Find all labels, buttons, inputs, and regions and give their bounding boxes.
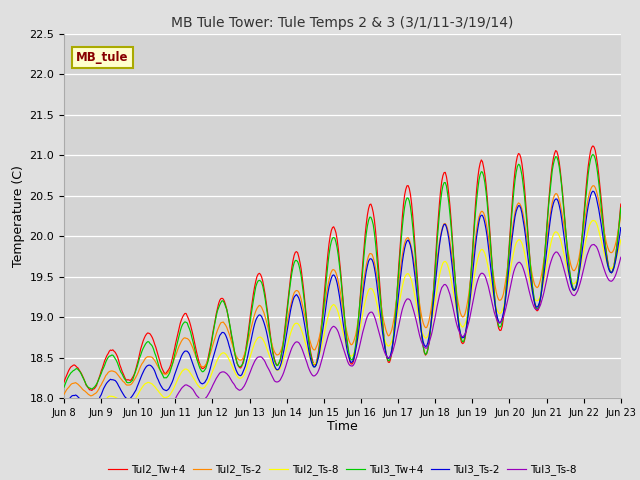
Tul2_Ts-8 <box>469 280 477 286</box>
Tul2_Ts-2 <box>373 271 381 277</box>
Tul2_Tw+4 <box>470 217 478 223</box>
Tul3_Tw+4 <box>234 363 242 369</box>
Title: MB Tule Tower: Tule Temps 2 & 3 (3/1/11-3/19/14): MB Tule Tower: Tule Temps 2 & 3 (3/1/11-… <box>172 16 513 30</box>
Tul2_Ts-2 <box>399 245 407 251</box>
Tul3_Tw+4 <box>88 386 96 392</box>
Tul3_Ts-8 <box>60 432 68 438</box>
Tul2_Tw+4 <box>589 143 596 149</box>
Tul3_Tw+4 <box>470 224 478 230</box>
Tul3_Ts-8 <box>590 241 598 247</box>
Line: Tul3_Ts-2: Tul3_Ts-2 <box>64 191 621 409</box>
Tul2_Tw+4 <box>567 277 575 283</box>
Tul3_Ts-2 <box>234 372 242 377</box>
Tul3_Ts-2 <box>567 280 575 286</box>
Line: Tul3_Tw+4: Tul3_Tw+4 <box>64 155 621 389</box>
Y-axis label: Temperature (C): Temperature (C) <box>12 165 25 267</box>
Tul2_Tw+4 <box>296 260 304 265</box>
Line: Tul2_Ts-8: Tul2_Ts-8 <box>64 220 621 418</box>
Tul2_Ts-2 <box>589 183 596 189</box>
Tul2_Ts-8 <box>589 217 596 223</box>
Tul3_Ts-8 <box>234 386 241 392</box>
Tul3_Ts-2 <box>470 253 478 259</box>
Tul2_Tw+4 <box>234 363 242 369</box>
Tul3_Ts-8 <box>399 307 406 312</box>
Tul3_Ts-8 <box>566 287 573 293</box>
Tul2_Ts-2 <box>470 245 478 251</box>
Tul3_Ts-2 <box>373 280 381 286</box>
Legend: Tul2_Tw+4, Tul2_Ts-2, Tul2_Ts-8, Tul3_Tw+4, Tul3_Ts-2, Tul3_Ts-8: Tul2_Tw+4, Tul2_Ts-2, Tul2_Ts-8, Tul3_Tw… <box>104 460 581 480</box>
Text: MB_tule: MB_tule <box>76 51 129 64</box>
Tul2_Ts-8 <box>372 295 380 301</box>
Line: Tul3_Ts-8: Tul3_Ts-8 <box>64 244 621 435</box>
Tul3_Ts-8 <box>617 254 625 260</box>
Tul2_Tw+4 <box>617 201 625 207</box>
Tul3_Tw+4 <box>567 276 575 281</box>
Tul3_Tw+4 <box>589 152 596 157</box>
Tul3_Ts-2 <box>60 404 68 410</box>
Tul2_Ts-2 <box>567 262 575 268</box>
Tul2_Ts-2 <box>617 213 625 218</box>
Tul2_Ts-8 <box>295 322 303 328</box>
Tul3_Ts-8 <box>372 317 380 323</box>
Tul2_Tw+4 <box>88 387 96 393</box>
X-axis label: Time: Time <box>327 420 358 432</box>
Line: Tul2_Ts-2: Tul2_Ts-2 <box>64 186 621 396</box>
Tul3_Ts-8 <box>295 340 303 346</box>
Tul2_Ts-2 <box>87 393 95 399</box>
Tul3_Ts-2 <box>87 406 95 412</box>
Tul2_Ts-8 <box>566 275 573 280</box>
Tul2_Ts-8 <box>617 237 625 243</box>
Tul3_Tw+4 <box>296 267 304 273</box>
Tul3_Ts-8 <box>469 298 477 303</box>
Tul3_Ts-2 <box>589 188 596 194</box>
Tul3_Tw+4 <box>399 214 407 219</box>
Tul2_Ts-8 <box>60 415 68 421</box>
Tul3_Tw+4 <box>373 253 381 259</box>
Tul2_Ts-2 <box>234 357 242 362</box>
Tul2_Tw+4 <box>60 379 68 385</box>
Tul3_Ts-2 <box>617 225 625 230</box>
Tul3_Ts-2 <box>399 252 407 258</box>
Line: Tul2_Tw+4: Tul2_Tw+4 <box>64 146 621 390</box>
Tul2_Ts-2 <box>60 391 68 397</box>
Tul2_Ts-2 <box>296 292 304 298</box>
Tul2_Ts-8 <box>399 284 406 290</box>
Tul2_Ts-8 <box>234 373 241 379</box>
Tul2_Tw+4 <box>373 241 381 247</box>
Tul3_Tw+4 <box>60 384 68 390</box>
Tul3_Ts-2 <box>296 299 304 305</box>
Tul3_Tw+4 <box>617 205 625 211</box>
Tul2_Tw+4 <box>399 202 407 208</box>
